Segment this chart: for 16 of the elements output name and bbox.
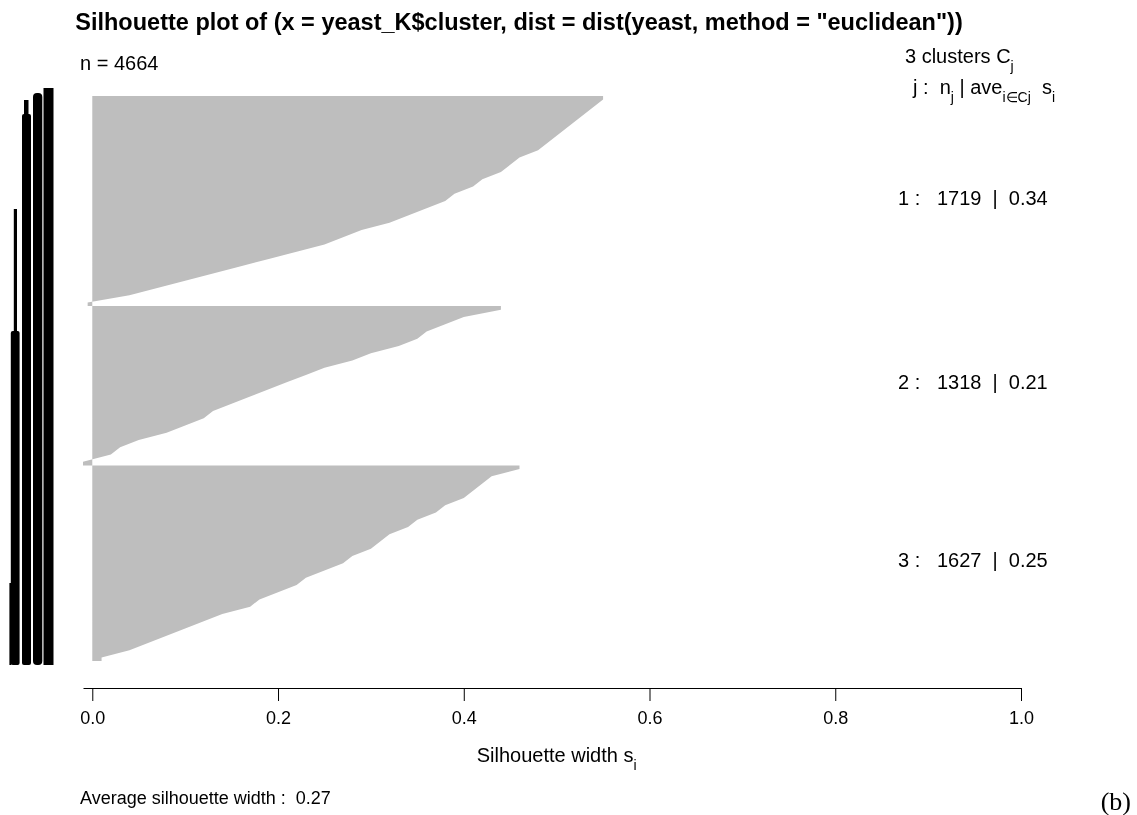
x-tick-label: 1.0 xyxy=(1008,707,1035,728)
annotation: 1 : 1719 | 0.34 xyxy=(898,187,1048,209)
chart-title: Silhouette plot of (x = yeast_K$cluster, dist = dist(yeast, method = "euclidean")) xyxy=(75,9,963,35)
text: (b) xyxy=(1100,787,1131,815)
annotation: 2 : 1318 | 0.21 xyxy=(898,371,1048,393)
annotation: j : n$_{j}$ | ave$_{i∈Cj}$ s$_{i}$ xyxy=(912,76,1056,105)
x-tick-label: 0.6 xyxy=(637,707,663,728)
annotation: 3 : 1627 | 0.25 xyxy=(898,549,1048,571)
x-tick-label: 0.2 xyxy=(266,707,292,728)
text: Average silhouette width : 0.27 xyxy=(80,788,331,808)
chart-subtitle: n = 4664 xyxy=(80,52,159,74)
x-tick-label: 0.8 xyxy=(823,707,849,728)
x-tick-label: 0.4 xyxy=(451,707,477,728)
x-axis-title: Silhouette width s$_{i}$ xyxy=(476,744,637,773)
text: 3 clusters C$_{j}$ xyxy=(905,45,1014,74)
x-tick-label: 0.0 xyxy=(80,707,106,728)
